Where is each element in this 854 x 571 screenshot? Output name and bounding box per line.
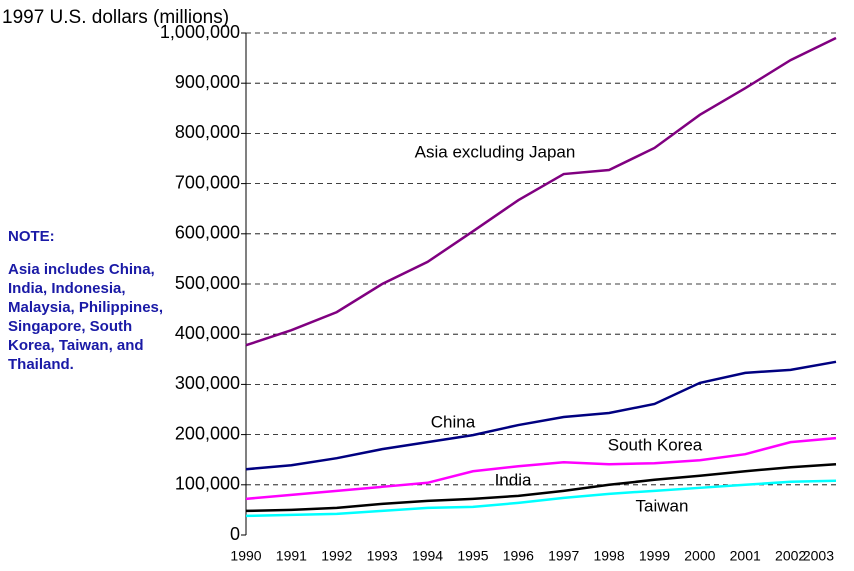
y-tick-label: 700,000	[175, 172, 240, 192]
x-tick-label: 1990	[230, 548, 261, 564]
y-tick-label: 0	[230, 524, 240, 544]
x-tick-label: 1994	[412, 548, 443, 564]
y-tick-label: 600,000	[175, 223, 240, 243]
y-tick-label: 100,000	[175, 474, 240, 494]
y-axis-label: 1997 U.S. dollars (millions)	[2, 7, 229, 28]
series-label: Taiwan	[636, 496, 689, 515]
x-tick-label: 2002	[775, 548, 806, 564]
series-label: South Korea	[608, 435, 703, 454]
series-line	[245, 360, 837, 471]
x-tick-label: 2003	[803, 548, 834, 564]
y-tick-label: 800,000	[175, 122, 240, 142]
series-line	[245, 479, 837, 518]
x-tick-label: 1991	[276, 548, 307, 564]
y-tick-label: 500,000	[175, 273, 240, 293]
x-tick-label: 2000	[684, 548, 715, 564]
y-tick-label: 900,000	[175, 72, 240, 92]
series-label: India	[495, 470, 532, 489]
note-text: Asia includes China, India, Indonesia, M…	[8, 261, 164, 373]
note-title: NOTE:	[8, 228, 55, 245]
series-line	[245, 462, 837, 513]
x-tick-label: 1998	[593, 548, 624, 564]
x-tick-label: 1997	[548, 548, 579, 564]
x-tick-label: 1996	[503, 548, 534, 564]
x-tick-label: 1993	[367, 548, 398, 564]
x-tick-label: 1999	[639, 548, 670, 564]
x-tick-label: 1992	[321, 548, 352, 564]
y-tick-label: 300,000	[175, 373, 240, 393]
series-line	[245, 36, 837, 347]
series-label: Asia excluding Japan	[415, 142, 576, 161]
x-tick-label: 2001	[730, 548, 761, 564]
y-tick-label: 1,000,000	[160, 22, 240, 42]
series-label: China	[431, 412, 476, 431]
y-tick-label: 400,000	[175, 323, 240, 343]
series-line	[245, 436, 837, 501]
y-tick-label: 200,000	[175, 423, 240, 443]
x-tick-label: 1995	[457, 548, 488, 564]
